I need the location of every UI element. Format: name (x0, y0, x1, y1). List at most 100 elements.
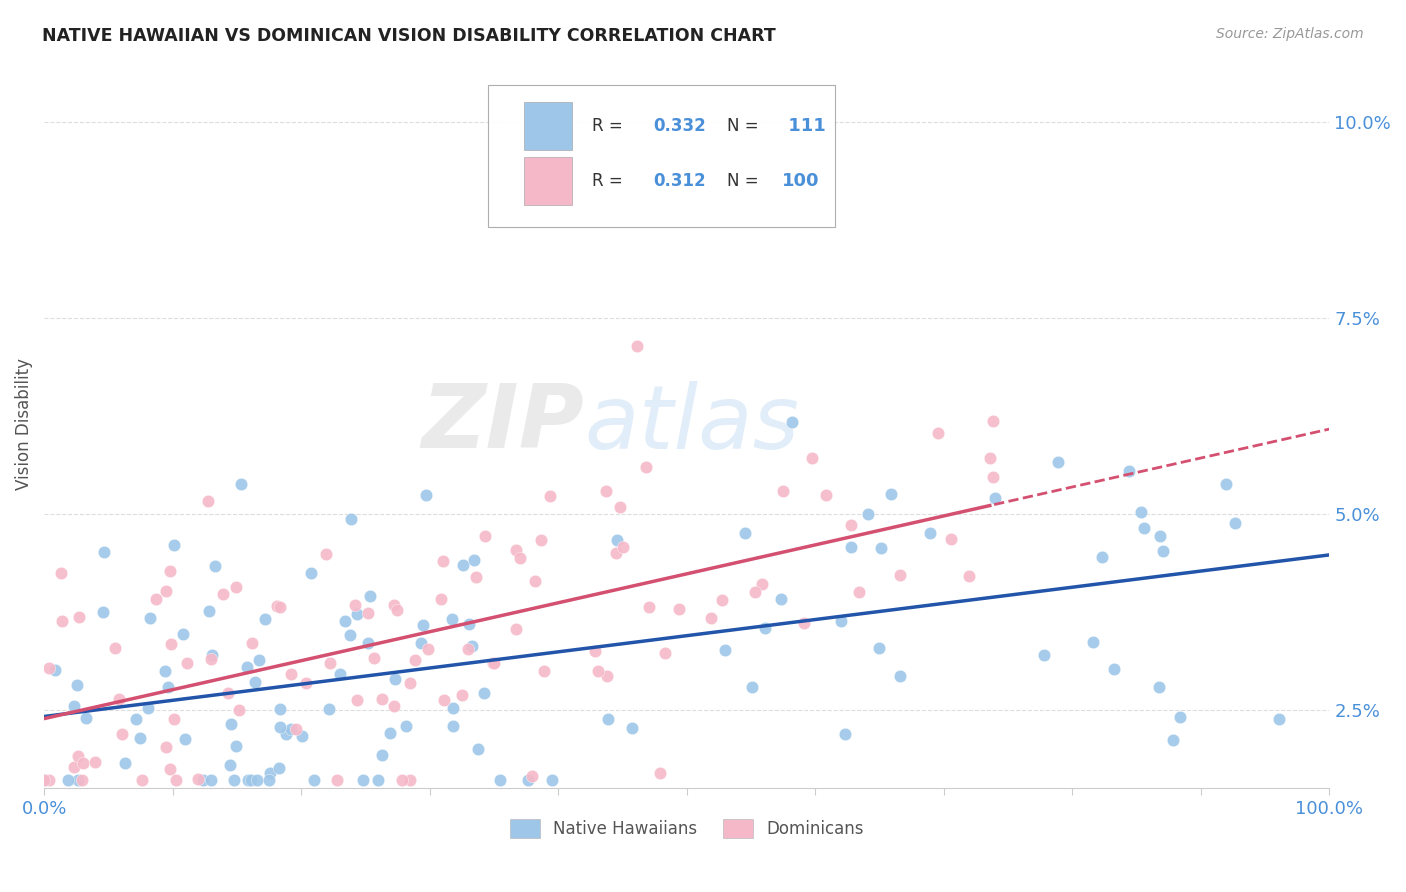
Point (70, 772, 93, 787)
Point (155, 740, 177, 755)
Point (114, 756, 136, 771)
Point (441, 719, 464, 733)
Point (451, 558, 474, 572)
Point (509, 550, 531, 565)
Point (474, 528, 496, 542)
Point (172, 626, 194, 640)
Point (257, 772, 280, 787)
Point (984, 491, 1007, 505)
Point (1118, 464, 1140, 478)
Point (62, 699, 84, 714)
Point (93, 545, 115, 559)
Point (280, 667, 302, 681)
Point (586, 664, 609, 678)
Point (734, 526, 756, 541)
Point (269, 761, 291, 775)
Point (291, 730, 314, 744)
Point (357, 636, 380, 650)
Point (243, 675, 266, 690)
Text: 0.332: 0.332 (654, 117, 706, 135)
Point (458, 617, 481, 632)
Point (352, 772, 374, 787)
Point (157, 681, 180, 695)
Point (159, 762, 181, 776)
Point (432, 553, 454, 567)
Point (225, 739, 247, 753)
Point (225, 580, 247, 594)
Point (451, 688, 474, 702)
Point (163, 538, 186, 552)
Point (191, 772, 214, 787)
Point (219, 757, 242, 772)
Point (612, 541, 634, 555)
Point (596, 669, 619, 683)
Point (200, 772, 222, 787)
Point (751, 576, 773, 591)
Point (957, 569, 980, 583)
Point (460, 639, 482, 653)
Point (516, 772, 538, 787)
Point (319, 656, 342, 670)
Point (524, 574, 547, 588)
Point (606, 533, 628, 547)
Point (714, 643, 737, 657)
Point (1081, 635, 1104, 649)
Point (204, 559, 226, 574)
Point (295, 675, 318, 690)
Point (634, 460, 657, 475)
Point (463, 553, 485, 567)
Point (1133, 521, 1156, 535)
Point (201, 648, 224, 662)
Point (800, 450, 823, 465)
Point (269, 721, 291, 735)
Point (880, 487, 903, 501)
Point (325, 772, 347, 787)
Point (769, 592, 792, 607)
Point (858, 508, 880, 522)
Point (153, 664, 176, 678)
FancyBboxPatch shape (488, 85, 835, 227)
Point (638, 600, 661, 615)
Point (155, 583, 177, 598)
Point (1149, 680, 1171, 694)
Point (159, 565, 181, 579)
Point (38, 661, 60, 675)
Point (231, 477, 253, 491)
Point (211, 587, 233, 601)
Text: 111: 111 (782, 117, 825, 135)
Text: NATIVE HAWAIIAN VS DOMINICAN VISION DISABILITY CORRELATION CHART: NATIVE HAWAIIAN VS DOMINICAN VISION DISA… (42, 27, 776, 45)
Point (378, 725, 401, 739)
Point (111, 727, 134, 741)
Point (780, 415, 803, 429)
Point (359, 589, 381, 603)
Point (382, 698, 405, 713)
Point (868, 641, 890, 656)
Point (91, 605, 114, 619)
Point (366, 772, 388, 787)
Point (34, 772, 56, 787)
Point (315, 547, 337, 561)
Point (1161, 732, 1184, 747)
Point (38, 772, 60, 787)
Point (939, 532, 962, 546)
Point (1152, 543, 1174, 558)
Point (176, 656, 198, 670)
Point (245, 772, 267, 787)
Point (1215, 476, 1237, 491)
Point (285, 722, 308, 736)
Point (247, 653, 270, 667)
Point (333, 615, 356, 629)
Point (280, 723, 302, 737)
Point (505, 622, 527, 636)
Point (236, 772, 259, 787)
Point (489, 772, 512, 787)
Point (65, 678, 87, 692)
Point (104, 641, 127, 656)
Point (129, 731, 152, 746)
Point (598, 713, 620, 727)
Bar (523, 103, 572, 150)
Point (395, 719, 418, 733)
Point (441, 701, 464, 715)
Point (399, 675, 422, 690)
Point (145, 591, 167, 606)
